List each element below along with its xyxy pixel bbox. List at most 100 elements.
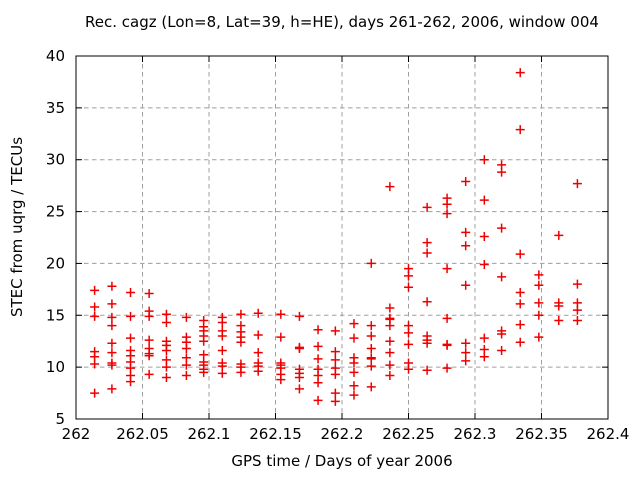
data-point <box>479 231 489 241</box>
chart-title: Rec. cagz (Lon=8, Lat=39, h=HE), days 26… <box>85 13 599 31</box>
data-point <box>181 360 191 370</box>
data-point <box>107 299 117 309</box>
data-point <box>442 363 452 373</box>
data-point <box>479 195 489 205</box>
data-point <box>330 396 340 406</box>
data-point <box>422 338 432 348</box>
data-point <box>349 381 359 391</box>
data-point <box>442 264 452 274</box>
data-point <box>330 347 340 357</box>
data-point <box>276 309 286 319</box>
data-point <box>294 373 304 383</box>
data-point <box>404 328 413 338</box>
data-point <box>161 309 171 319</box>
data-point <box>199 367 209 377</box>
data-point <box>294 343 304 353</box>
data-point <box>276 375 286 385</box>
data-point <box>385 370 395 380</box>
y-tick-label: 20 <box>46 254 65 272</box>
data-point <box>515 337 525 347</box>
data-point <box>349 390 359 400</box>
data-point <box>107 384 117 394</box>
data-point <box>366 321 376 331</box>
data-point <box>276 332 286 342</box>
data-point <box>107 321 117 331</box>
data-point <box>107 312 117 322</box>
data-point <box>217 346 227 356</box>
y-tick-label: 15 <box>46 306 65 324</box>
data-point <box>534 270 544 280</box>
data-point <box>330 326 340 336</box>
data-point <box>461 356 471 366</box>
y-tick-label: 35 <box>46 99 65 117</box>
x-tick-label: 262.35 <box>515 425 568 443</box>
data-point <box>181 312 191 322</box>
data-point <box>442 199 452 209</box>
data-point <box>385 336 395 346</box>
data-point <box>144 351 154 361</box>
data-point <box>144 369 154 379</box>
data-point <box>404 271 413 281</box>
data-point <box>479 333 489 343</box>
data-point <box>330 369 340 379</box>
data-point <box>90 388 100 398</box>
data-point <box>366 382 376 392</box>
data-point <box>385 182 395 192</box>
data-point <box>217 368 227 378</box>
data-point <box>236 309 246 319</box>
data-point <box>554 301 564 311</box>
data-point <box>554 230 564 240</box>
data-point <box>461 338 471 348</box>
data-point <box>236 337 246 347</box>
data-point <box>181 370 191 380</box>
data-point <box>199 336 209 346</box>
data-point <box>366 361 376 371</box>
data-point <box>422 248 432 258</box>
data-point <box>461 241 471 251</box>
data-point <box>497 167 507 177</box>
data-point <box>515 125 525 135</box>
data-point <box>461 227 471 237</box>
y-tick-label: 40 <box>46 47 65 65</box>
x-tick-label: 262.2 <box>321 425 364 443</box>
data-point <box>404 339 413 349</box>
data-point <box>366 343 376 353</box>
data-point <box>313 354 323 364</box>
data-point <box>313 378 323 388</box>
data-point <box>181 343 191 353</box>
data-point <box>253 366 263 376</box>
plot-border <box>75 55 609 420</box>
data-point <box>313 395 323 405</box>
data-point <box>236 367 246 377</box>
data-point <box>404 364 413 374</box>
x-tick-label: 262.1 <box>188 425 231 443</box>
data-point <box>497 272 507 282</box>
data-point <box>515 68 525 78</box>
data-point <box>534 332 544 342</box>
data-point <box>461 280 471 290</box>
data-point <box>90 359 100 369</box>
data-point <box>554 315 564 325</box>
data-point <box>497 329 507 339</box>
data-point <box>253 308 263 318</box>
data-point <box>161 362 171 372</box>
data-point <box>217 318 227 328</box>
data-point <box>90 311 100 321</box>
data-point <box>366 331 376 341</box>
data-point <box>107 281 117 291</box>
data-point <box>515 287 525 297</box>
data-point <box>330 355 340 365</box>
x-axis-label: GPS time / Days of year 2006 <box>231 452 453 470</box>
data-point <box>126 333 136 343</box>
data-point <box>534 298 544 308</box>
y-tick-label: 30 <box>46 151 65 169</box>
data-point <box>253 348 263 358</box>
data-point <box>385 360 395 370</box>
data-point <box>90 285 100 295</box>
data-point <box>479 155 489 165</box>
x-tick-label: 262.05 <box>116 425 169 443</box>
data-point <box>366 258 376 268</box>
data-point <box>90 302 100 312</box>
data-point <box>479 352 489 362</box>
data-point <box>294 311 304 321</box>
